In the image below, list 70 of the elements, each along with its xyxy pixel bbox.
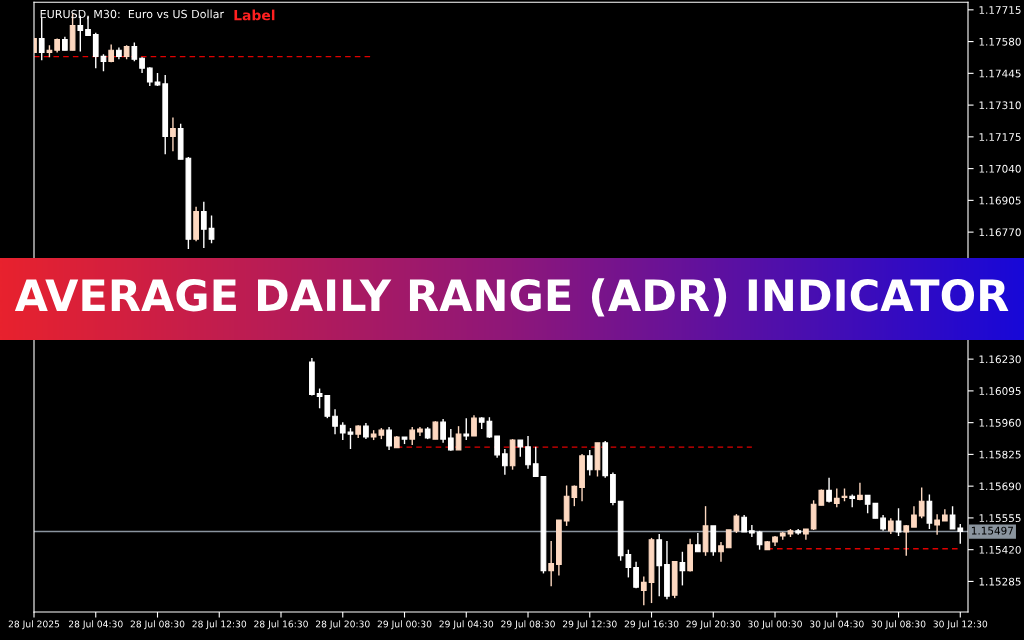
candlestick [455,425,462,451]
candlestick [911,505,917,528]
x-tick-label: 29 Jul 12:30 [562,620,617,630]
candlestick [447,428,454,452]
y-tick-label: 1.17175 [979,133,1021,141]
candlestick [494,435,501,459]
candlestick [131,41,138,63]
candlestick [640,575,647,606]
candlestick [347,427,354,450]
candlestick [748,524,755,538]
candlestick [718,541,724,563]
ref-line-label: 1.15497 [971,526,1013,535]
y-tick-label: 1.17580 [979,37,1021,46]
x-tick-label: 28 Jul 16:30 [254,620,308,630]
candlestick [170,116,176,152]
candlestick [332,408,338,435]
annotation: Label [234,9,275,21]
candlestick [895,507,902,537]
y-tick-label: 1.15555 [979,514,1021,523]
x-tick-label: 28 Jul 08:30 [130,620,185,630]
x-tick-label: 29 Jul 16:30 [624,620,679,630]
y-tick-label: 1.15825 [979,450,1021,459]
candlestick [501,448,508,476]
x-tick-label: 28 Jul 20:30 [315,620,370,630]
y-tick-label: 1.17310 [979,101,1021,110]
candlestick [926,493,933,530]
candlestick [694,532,701,553]
text: AVERAGE DAILY RANGE (ADR) INDICATOR [14,278,1009,317]
x-tick-label: 30 Jul 04:30 [809,620,864,630]
candlestick [92,31,99,69]
annotation: EURUSD, M30: Euro vs US Dollar [40,9,225,20]
y-tick-label: 1.17715 [979,6,1021,14]
candlestick [826,476,832,504]
candlestick [903,524,910,557]
x-tick-label: 30 Jul 00:30 [748,620,802,630]
y-tick-label: 1.16905 [979,196,1021,205]
y-tick-label: 1.17445 [979,69,1021,78]
y-tick-label: 1.15285 [979,577,1021,586]
candlestick [200,201,207,249]
candlestick [463,417,470,441]
candlestick [146,66,153,87]
x-tick-label: 28 Jul 2025 [8,620,60,630]
x-tick-label: 29 Jul 08:30 [501,620,555,630]
candlestick [934,513,940,536]
candlestick [471,414,477,437]
candlestick [386,426,392,451]
x-tick-label: 30 Jul 08:30 [871,620,926,630]
candlestick [208,214,215,244]
x-tick-label: 29 Jul 04:30 [439,620,494,630]
x-tick-label: 29 Jul 20:30 [686,620,741,630]
y-tick-label: 1.15690 [979,482,1021,491]
candlestick [440,418,446,444]
y-tick-label: 1.17040 [979,164,1021,173]
x-tick-label: 29 Jul 00:30 [377,620,432,630]
candlestick [586,449,593,477]
y-tick-label: 1.16095 [979,387,1021,395]
candlestick [679,551,686,587]
y-tick-label: 1.15420 [979,545,1021,554]
candlestick [857,481,863,501]
candlestick [633,560,639,589]
y-tick-label: 1.16230 [979,355,1021,364]
candlestick [833,487,840,509]
x-tick-label: 30 Jul 12:30 [933,620,988,630]
y-tick-label: 1.16770 [979,228,1021,237]
candlestick [525,435,531,470]
y-tick-label: 1.15960 [979,418,1021,427]
x-tick-label: 28 Jul 12:30 [192,620,247,630]
candlestick [548,540,555,588]
candlestick [918,486,925,519]
x-tick-label: 28 Jul 04:30 [68,620,123,630]
